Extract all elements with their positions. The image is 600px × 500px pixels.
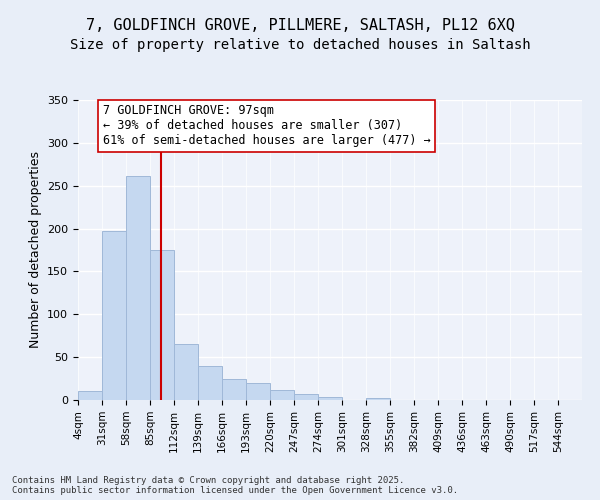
Bar [270,390,294,400]
Bar [366,398,390,400]
Bar [294,394,318,400]
Text: Contains HM Land Registry data © Crown copyright and database right 2025.
Contai: Contains HM Land Registry data © Crown c… [12,476,458,495]
Bar [78,392,102,400]
Bar [102,231,126,400]
Bar [318,398,342,400]
Bar [126,176,150,400]
Bar [222,378,246,400]
Text: 7, GOLDFINCH GROVE, PILLMERE, SALTASH, PL12 6XQ: 7, GOLDFINCH GROVE, PILLMERE, SALTASH, P… [86,18,514,32]
Y-axis label: Number of detached properties: Number of detached properties [29,152,41,348]
Bar [198,366,222,400]
Bar [246,383,270,400]
Text: 7 GOLDFINCH GROVE: 97sqm
← 39% of detached houses are smaller (307)
61% of semi-: 7 GOLDFINCH GROVE: 97sqm ← 39% of detach… [103,104,431,148]
Bar [174,344,198,400]
Text: Size of property relative to detached houses in Saltash: Size of property relative to detached ho… [70,38,530,52]
Bar [150,250,174,400]
